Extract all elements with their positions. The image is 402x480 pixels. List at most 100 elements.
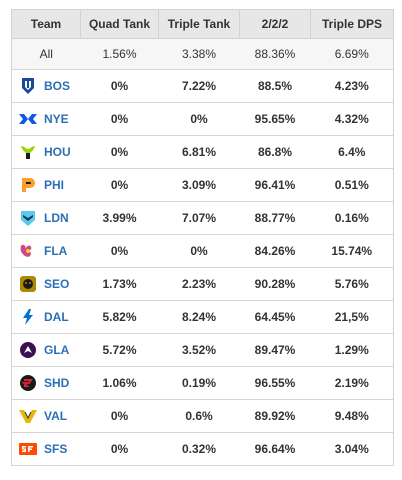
team-cell: HOU (11, 135, 81, 169)
team-row: SFS 0% 0.32% 96.64% 3.04% (11, 432, 394, 466)
quad-tank-cell: 0% (80, 234, 159, 268)
two-two-two-cell: 95.65% (239, 102, 311, 136)
quad-tank-cell: 3.99% (80, 201, 159, 235)
two-two-two-cell: 64.45% (239, 300, 311, 334)
team-row: VAL 0% 0.6% 89.92% 9.48% (11, 399, 394, 433)
team-row: SEO 1.73% 2.23% 90.28% 5.76% (11, 267, 394, 301)
two-two-two-cell: 96.41% (239, 168, 311, 202)
team-row: BOS 0% 7.22% 88.5% 4.23% (11, 69, 394, 103)
team-abbreviation-link[interactable]: SFS (44, 442, 68, 456)
team-abbreviation-link[interactable]: DAL (44, 310, 69, 324)
team-cell: SHD (11, 366, 81, 400)
triple-tank-cell: 2.23% (158, 267, 240, 301)
triple-tank-cell: 0% (158, 102, 240, 136)
team-abbreviation-link[interactable]: SHD (44, 376, 70, 390)
team-abbreviation-link[interactable]: PHI (44, 178, 65, 192)
header-row: Team Quad Tank Triple Tank 2/2/2 Triple … (11, 9, 394, 39)
composition-table: Team Quad Tank Triple Tank 2/2/2 Triple … (11, 9, 394, 466)
team-cell: NYE (11, 102, 81, 136)
team-row: FLA 0% 0% 84.26% 15.74% (11, 234, 394, 268)
team-row: GLA 5.72% 3.52% 89.47% 1.29% (11, 333, 394, 367)
quad-tank-cell: 0% (80, 168, 159, 202)
team-row: LDN 3.99% 7.07% 88.77% 0.16% (11, 201, 394, 235)
triple-tank-cell: 7.07% (158, 201, 240, 235)
triple-tank-cell: 3.09% (158, 168, 240, 202)
two-two-two-cell: 88.36% (239, 38, 311, 70)
triple-tank-cell: 0.32% (158, 432, 240, 466)
composition-table-container: Team Quad Tank Triple Tank 2/2/2 Triple … (11, 9, 394, 466)
team-abbreviation-link[interactable]: HOU (44, 145, 71, 159)
team-cell: LDN (11, 201, 81, 235)
new-york-excelsior-logo-icon (18, 109, 38, 129)
la-gladiators-logo-icon (18, 340, 38, 360)
two-two-two-cell: 88.77% (239, 201, 311, 235)
triple-dps-cell: 9.48% (310, 399, 394, 433)
triple-tank-cell: 0.6% (158, 399, 240, 433)
header-team[interactable]: Team (11, 9, 81, 39)
team-row: NYE 0% 0% 95.65% 4.32% (11, 102, 394, 136)
triple-tank-cell: 0% (158, 234, 240, 268)
two-two-two-cell: 96.64% (239, 432, 311, 466)
quad-tank-cell: 1.06% (80, 366, 159, 400)
quad-tank-cell: 5.72% (80, 333, 159, 367)
team-cell: BOS (11, 69, 81, 103)
team-abbreviation-link[interactable]: LDN (44, 211, 69, 225)
header-quad-tank[interactable]: Quad Tank (80, 9, 159, 39)
seoul-dynasty-logo-icon (18, 274, 38, 294)
triple-dps-cell: 6.69% (310, 38, 394, 70)
triple-dps-cell: 15.74% (310, 234, 394, 268)
quad-tank-cell: 1.73% (80, 267, 159, 301)
triple-tank-cell: 0.19% (158, 366, 240, 400)
boston-uprising-logo-icon (18, 76, 38, 96)
header-2-2-2[interactable]: 2/2/2 (239, 9, 311, 39)
team-abbreviation-link[interactable]: BOS (44, 79, 71, 93)
houston-outlaws-logo-icon (18, 142, 38, 162)
team-row: SHD 1.06% 0.19% 96.55% 2.19% (11, 366, 394, 400)
team-row: PHI 0% 3.09% 96.41% 0.51% (11, 168, 394, 202)
quad-tank-cell: 0% (80, 135, 159, 169)
team-cell: DAL (11, 300, 81, 334)
team-row: HOU 0% 6.81% 86.8% 6.4% (11, 135, 394, 169)
quad-tank-cell: 0% (80, 69, 159, 103)
team-row: DAL 5.82% 8.24% 64.45% 21,5% (11, 300, 394, 334)
triple-tank-cell: 7.22% (158, 69, 240, 103)
triple-dps-cell: 5.76% (310, 267, 394, 301)
two-two-two-cell: 89.47% (239, 333, 311, 367)
quad-tank-cell: 0% (80, 102, 159, 136)
quad-tank-cell: 0% (80, 399, 159, 433)
team-abbreviation-link[interactable]: FLA (44, 244, 68, 258)
all-teams-row: All 1.56% 3.38% 88.36% 6.69% (11, 38, 394, 70)
philadelphia-fusion-logo-icon (18, 175, 38, 195)
team-cell: VAL (11, 399, 81, 433)
triple-tank-cell: 6.81% (158, 135, 240, 169)
dallas-fuel-logo-icon (18, 307, 38, 327)
two-two-two-cell: 89.92% (239, 399, 311, 433)
triple-tank-cell: 3.38% (158, 38, 240, 70)
team-cell: FLA (11, 234, 81, 268)
triple-dps-cell: 4.32% (310, 102, 394, 136)
team-abbreviation-link[interactable]: VAL (44, 409, 68, 423)
triple-dps-cell: 0.51% (310, 168, 394, 202)
team-abbreviation-link[interactable]: GLA (44, 343, 70, 357)
triple-dps-cell: 2.19% (310, 366, 394, 400)
quad-tank-cell: 5.82% (80, 300, 159, 334)
triple-tank-cell: 3.52% (158, 333, 240, 367)
all-label: All (39, 47, 53, 61)
triple-dps-cell: 21,5% (310, 300, 394, 334)
team-cell: PHI (11, 168, 81, 202)
team-cell: All (11, 38, 81, 70)
two-two-two-cell: 90.28% (239, 267, 311, 301)
la-valiant-logo-icon (18, 406, 38, 426)
quad-tank-cell: 0% (80, 432, 159, 466)
triple-dps-cell: 3.04% (310, 432, 394, 466)
two-two-two-cell: 96.55% (239, 366, 311, 400)
header-triple-tank[interactable]: Triple Tank (158, 9, 240, 39)
triple-dps-cell: 1.29% (310, 333, 394, 367)
florida-mayhem-logo-icon (18, 241, 38, 261)
shanghai-dragons-logo-icon (18, 373, 38, 393)
team-cell: SFS (11, 432, 81, 466)
team-abbreviation-link[interactable]: NYE (44, 112, 69, 126)
two-two-two-cell: 84.26% (239, 234, 311, 268)
header-triple-dps[interactable]: Triple DPS (310, 9, 394, 39)
team-abbreviation-link[interactable]: SEO (44, 277, 70, 291)
